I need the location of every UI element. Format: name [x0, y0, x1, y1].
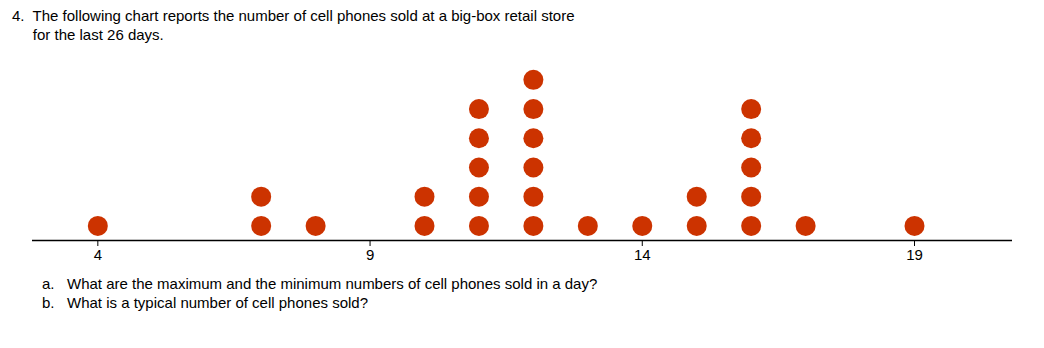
html-text:b. What is a typical number of: b. What is a typical number of cell phon…	[42, 294, 368, 311]
html-text:4. The following chart reports: 4. The following chart reports the numbe…	[12, 7, 575, 24]
svg-text:4: 4	[94, 246, 102, 263]
svg-text:19: 19	[906, 246, 923, 263]
svg-text:14: 14	[634, 246, 651, 263]
svg-text:9: 9	[366, 246, 374, 263]
html-text:for the last 26 days.: for the last 26 days.	[12, 26, 164, 43]
html-text:a. What are the maximum and th: a. What are the maximum and the minimum …	[42, 275, 598, 292]
